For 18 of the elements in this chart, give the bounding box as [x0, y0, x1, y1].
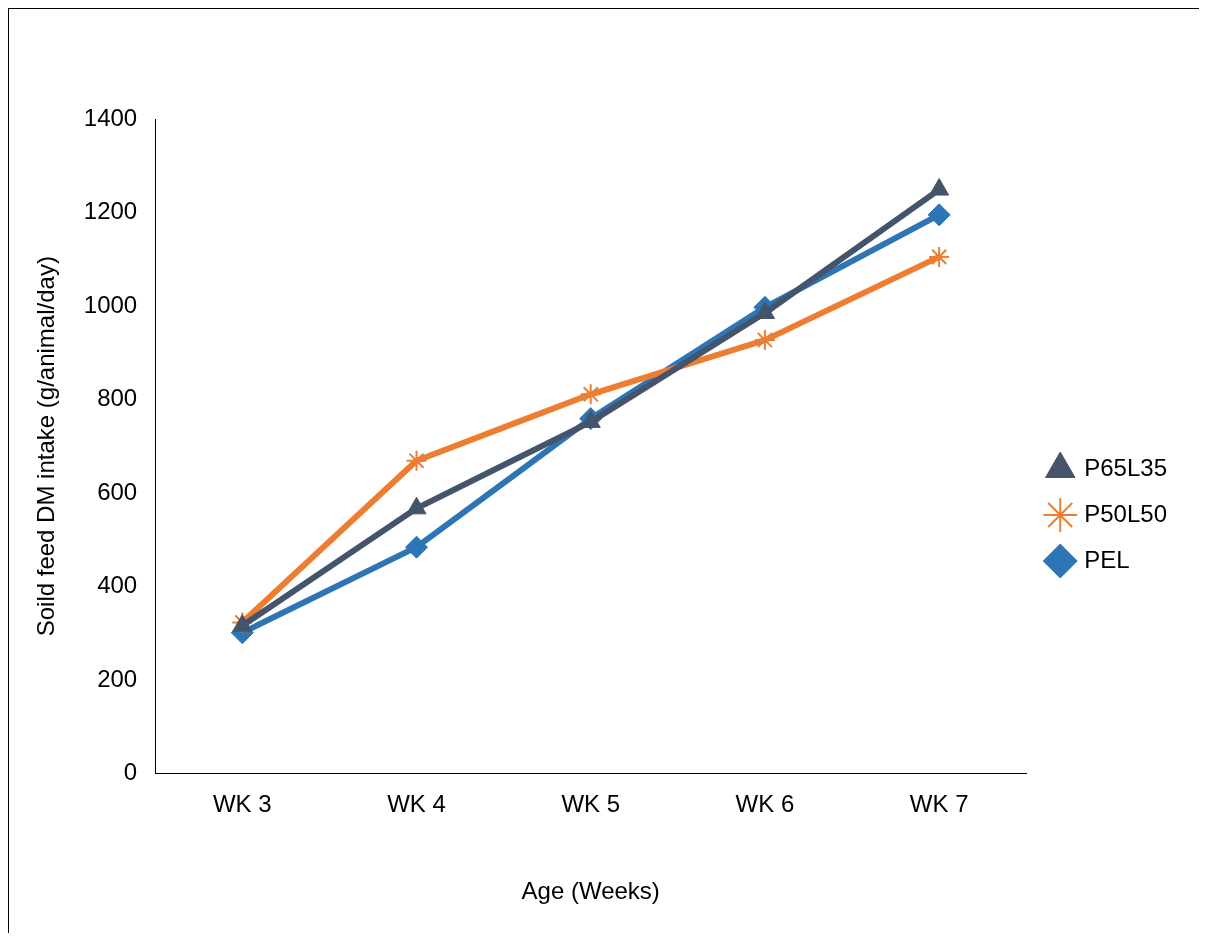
legend-label: P50L50 — [1084, 499, 1167, 527]
y-tick-label: 0 — [123, 758, 138, 786]
x-axis-title: Age (Weeks) — [521, 877, 660, 905]
y-tick-label: 1400 — [83, 103, 138, 131]
x-tick-label: WK 3 — [212, 790, 272, 818]
x-tick-label: WK 7 — [909, 790, 969, 818]
y-tick-label: 400 — [97, 571, 138, 599]
legend-label: PEL — [1084, 545, 1130, 573]
x-tick-label: WK 6 — [735, 790, 795, 818]
y-axis-title: Soild feed DM intake (g/animal/day) — [32, 256, 60, 637]
x-tick-label: WK 5 — [561, 790, 621, 818]
y-tick-label: 600 — [97, 477, 138, 505]
y-tick-label: 200 — [97, 664, 138, 692]
y-tick-label: 800 — [97, 384, 138, 412]
legend-label: P65L35 — [1084, 453, 1167, 481]
y-tick-label: 1000 — [83, 290, 138, 318]
y-tick-label: 1200 — [83, 197, 138, 225]
x-tick-label: WK 4 — [387, 790, 446, 818]
